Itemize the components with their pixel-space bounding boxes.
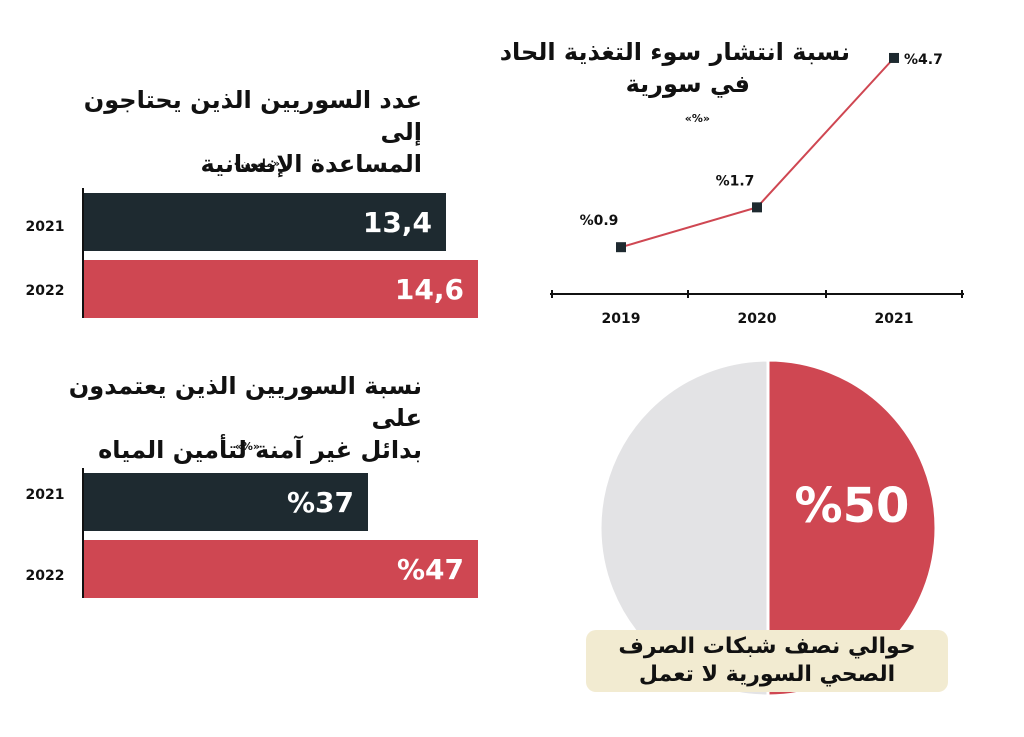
bar-chart-2-axis bbox=[82, 468, 84, 598]
line-chart-title-line1: نسبة انتشار سوء التغذية الحاد bbox=[499, 38, 850, 66]
line-chart-title: نسبة انتشار سوء التغذية الحاد في سورية bbox=[470, 36, 850, 100]
bar-chart-1-value-2021: 13,4 bbox=[362, 205, 432, 239]
line-chart-tick-labels: 2019 2020 2021 bbox=[602, 311, 914, 327]
bar-chart-2-bar-2022: %47 bbox=[84, 540, 478, 598]
bar-chart-1-bar-2022: 14,6 bbox=[84, 260, 478, 318]
line-chart-tick-label-2020: 2020 bbox=[738, 311, 777, 327]
bar-chart-2-title: نسبة السوريين الذين يعتمدون على بدائل غي… bbox=[60, 370, 422, 466]
bar-chart-2-value-2022: %47 bbox=[396, 552, 464, 586]
line-chart-point-2020 bbox=[752, 202, 762, 213]
line-chart-point-2021 bbox=[889, 52, 899, 63]
line-chart-x-axis bbox=[550, 290, 964, 298]
line-chart-points bbox=[616, 52, 899, 253]
line-chart-title-line2: في سورية bbox=[625, 70, 750, 98]
bar-chart-1-value-2022: 14,6 bbox=[394, 272, 464, 306]
line-chart-point-2019 bbox=[616, 242, 626, 253]
line-chart-point-label-2021: %4.7 bbox=[904, 52, 943, 68]
line-chart-svg: %0.9 %1.7 %4.7 2019 2020 2021 bbox=[550, 52, 964, 327]
bar-chart-2-title-line1: نسبة السوريين الذين يعتمدون على bbox=[68, 372, 422, 432]
bar-chart-1-axis bbox=[82, 188, 84, 318]
bar-chart-2-value-2021: %37 bbox=[286, 485, 354, 519]
pie-caption-line2: الصحي السورية لا تعمل bbox=[638, 662, 896, 687]
bar-chart-2-year-2022: 2022 bbox=[25, 568, 65, 584]
pie-caption-line1: حوالي نصف شبكات الصرف bbox=[618, 634, 916, 659]
line-chart-unit: «%» bbox=[684, 112, 710, 125]
bar-chart-1-title-line1: عدد السوريين الذين يحتاجون إلى bbox=[83, 86, 422, 146]
line-chart-tick-label-2021: 2021 bbox=[875, 311, 914, 327]
bar-chart-1-unit: «مليون» bbox=[233, 157, 280, 170]
bar-chart-1-year-2022: 2022 bbox=[25, 283, 65, 299]
line-chart-point-labels: %0.9 %1.7 %4.7 bbox=[580, 52, 943, 229]
pie-chart-caption: حوالي نصف شبكات الصرف الصحي السورية لا ت… bbox=[586, 630, 948, 692]
line-chart-point-label-2019: %0.9 bbox=[580, 213, 619, 229]
bar-chart-1-title: عدد السوريين الذين يحتاجون إلى المساعدة … bbox=[60, 84, 422, 180]
line-chart-point-label-2020: %1.7 bbox=[716, 173, 755, 189]
bar-chart-2-bar-2021: %37 bbox=[84, 473, 368, 531]
bar-chart-1-title-line2: المساعدة الإنسانية bbox=[200, 150, 422, 178]
pie-chart-value-label: %50 bbox=[795, 478, 910, 534]
bar-chart-2-title-line2: بدائل غير آمنة لتأمين المياه bbox=[98, 436, 422, 464]
bar-chart-2-year-2021: 2021 bbox=[25, 487, 65, 503]
bar-chart-1-year-2021: 2021 bbox=[25, 219, 65, 235]
line-chart-series-line bbox=[620, 57, 895, 249]
line-chart-tick-label-2019: 2019 bbox=[602, 311, 641, 327]
bar-chart-1-bar-2021: 13,4 bbox=[84, 193, 446, 251]
bar-chart-2-unit: «%» bbox=[234, 440, 260, 453]
